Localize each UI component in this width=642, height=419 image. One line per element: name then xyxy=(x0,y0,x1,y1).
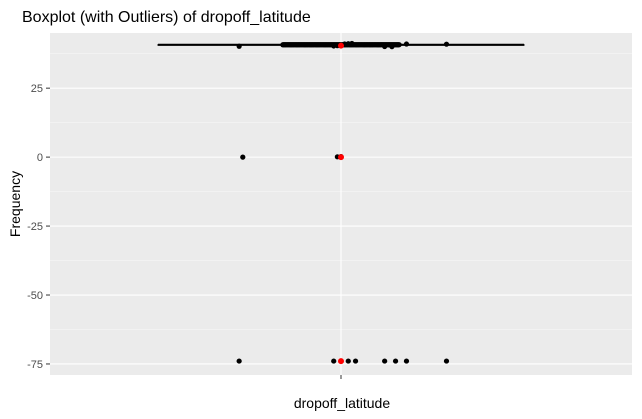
chart-title: Boxplot (with Outliers) of dropoff_latit… xyxy=(22,9,311,26)
y-tick-label: 0 xyxy=(37,152,43,164)
outlier-point xyxy=(352,358,359,364)
outlier-point xyxy=(403,358,410,364)
x-axis-title: dropoff_latitude xyxy=(294,395,390,411)
outlier-point xyxy=(443,41,450,47)
outlier-point xyxy=(236,358,242,364)
outlier-point xyxy=(443,358,450,364)
y-tick-label: -75 xyxy=(27,359,43,371)
y-axis: 25 0 -25 -50 -75 xyxy=(27,83,50,371)
outlier-point xyxy=(382,358,388,364)
data-points xyxy=(236,40,450,365)
outlier-point xyxy=(396,42,402,48)
outlier-point xyxy=(236,43,242,49)
y-tick-label: 25 xyxy=(31,83,43,95)
outlier-point xyxy=(331,358,337,364)
y-axis-title: Frequency xyxy=(7,171,23,237)
outlier-point xyxy=(389,44,395,50)
outlier-point xyxy=(349,40,355,47)
outlier-point xyxy=(392,358,399,364)
y-tick-label: -25 xyxy=(27,221,43,233)
mean-point xyxy=(338,154,344,161)
mean-point xyxy=(338,358,344,365)
outlier-point xyxy=(240,154,246,160)
outlier-point xyxy=(382,43,388,50)
y-tick-label: -50 xyxy=(27,290,43,302)
outlier-point xyxy=(403,41,410,47)
outlier-point xyxy=(345,358,351,364)
mean-point xyxy=(338,42,344,49)
